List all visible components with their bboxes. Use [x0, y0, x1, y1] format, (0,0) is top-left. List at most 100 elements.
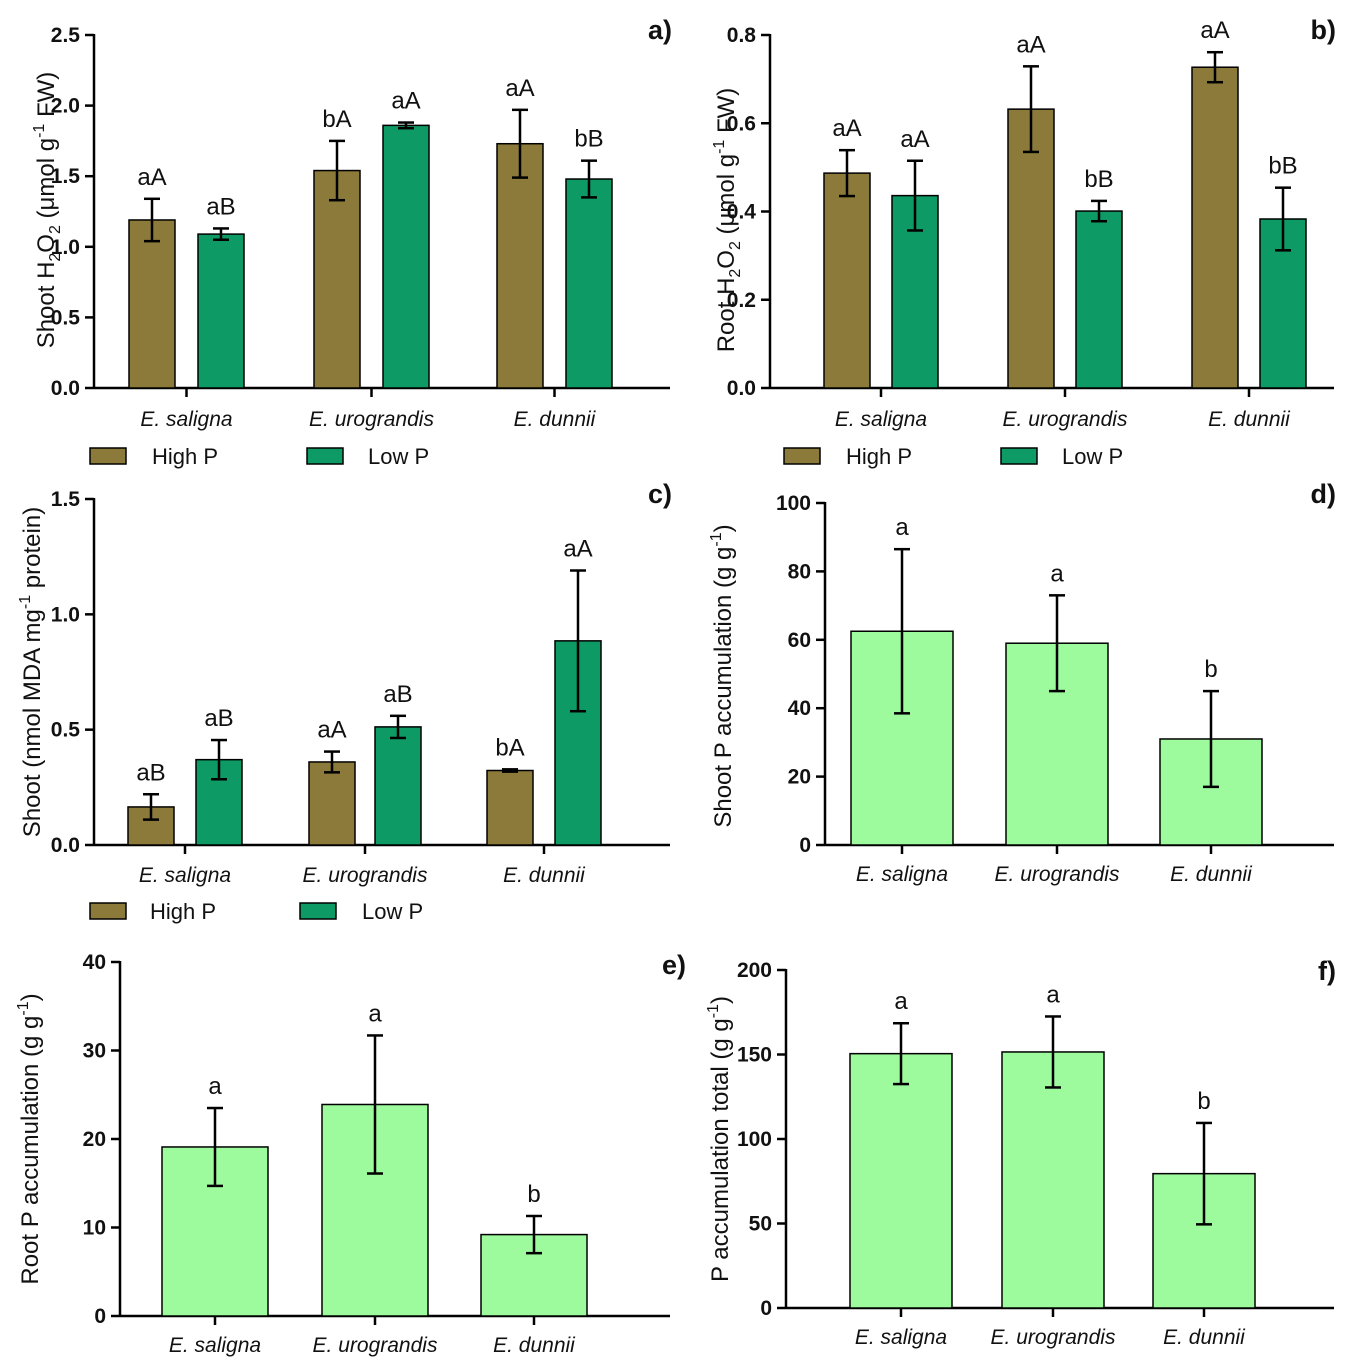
y-tick-label: 1.0 — [51, 603, 80, 626]
significance-label: aA — [1200, 17, 1229, 44]
x-tick-label: E. saligna — [140, 408, 232, 431]
significance-label: bA — [322, 106, 351, 133]
x-tick-label: E. saligna — [139, 864, 231, 887]
legend-swatch — [89, 447, 127, 465]
significance-label: bB — [1268, 153, 1297, 180]
y-axis-title: Shoot P accumulation (g g-1) — [708, 524, 737, 827]
y-axis-title: Shoot H2O2 (μmol g-1 FW) — [31, 72, 64, 349]
y-tick-label: 20 — [83, 1128, 106, 1151]
y-tick-label: 50 — [749, 1213, 772, 1236]
legend-label: High P — [846, 444, 912, 469]
significance-label: aA — [137, 164, 166, 191]
bar — [823, 172, 871, 389]
y-tick-label: 0.2 — [727, 289, 756, 312]
significance-label: b — [527, 1181, 540, 1208]
bar — [486, 769, 534, 846]
y-tick-label: 100 — [776, 492, 811, 515]
x-tick-label: E. saligna — [169, 1334, 261, 1357]
x-tick-label: E. dunnii — [1163, 1326, 1246, 1349]
legend-label: High P — [152, 444, 218, 469]
significance-label: a — [208, 1073, 222, 1100]
x-tick-label: E. urograndis — [991, 1326, 1116, 1349]
bar — [496, 142, 544, 389]
y-tick-label: 0.0 — [51, 834, 80, 857]
legend-swatch — [783, 447, 821, 465]
panel-label: a) — [648, 15, 672, 45]
significance-label: bB — [574, 126, 603, 153]
bar — [308, 761, 356, 846]
y-tick-label: 0.0 — [51, 377, 80, 400]
y-tick-label: 0.0 — [727, 377, 756, 400]
y-tick-label: 1.0 — [51, 236, 80, 259]
significance-label: aB — [204, 705, 233, 732]
legend-swatch — [1000, 447, 1038, 465]
significance-label: aA — [563, 536, 592, 563]
significance-label: bB — [1084, 166, 1113, 193]
y-tick-label: 0.8 — [727, 24, 757, 47]
panel-label: b) — [1311, 15, 1336, 45]
x-tick-label: E. saligna — [855, 1326, 947, 1349]
y-tick-label: 60 — [788, 629, 811, 652]
x-tick-label: E. dunnii — [493, 1334, 576, 1357]
x-tick-label: E. urograndis — [309, 408, 434, 431]
significance-label: aA — [317, 717, 346, 744]
legend-swatch — [89, 902, 127, 920]
y-tick-label: 100 — [737, 1128, 772, 1151]
panel-label: f) — [1318, 956, 1336, 986]
chart-panel-1: 0.0 0.5 1.0 1.5 2.0 2.5 E. saligna E. urograndi… — [31, 15, 672, 469]
x-tick-label: E. dunnii — [1170, 863, 1253, 886]
x-tick-label: E. saligna — [835, 408, 927, 431]
chart-panel-4: 0 20 40 60 80 100 E. saligna E. urograndis E. du… — [708, 479, 1336, 886]
bar — [849, 1052, 953, 1309]
legend-label: Low P — [1062, 444, 1123, 469]
legend-label: Low P — [362, 899, 423, 924]
panel-label: d) — [1311, 479, 1336, 509]
y-tick-label: 200 — [737, 959, 772, 982]
legend-label: High P — [150, 899, 216, 924]
significance-label: bA — [495, 734, 524, 761]
bar — [374, 726, 422, 846]
x-tick-label: E. dunnii — [514, 408, 597, 431]
y-tick-label: 0 — [94, 1305, 106, 1328]
y-tick-label: 30 — [83, 1040, 106, 1063]
chart-panel-2: 0.0 0.2 0.4 0.6 0.8 E. saligna E. urograndis E.… — [711, 15, 1336, 469]
significance-label: aA — [505, 75, 534, 102]
legend-swatch — [306, 447, 344, 465]
y-tick-label: 20 — [788, 766, 811, 789]
x-tick-label: E. saligna — [856, 863, 948, 886]
significance-label: a — [895, 514, 909, 541]
y-axis-title: Root H2O2 (μmol g-1 FW) — [711, 88, 744, 353]
significance-label: a — [1046, 981, 1060, 1008]
legend-swatch — [299, 902, 337, 920]
x-tick-label: E. dunnii — [1208, 408, 1291, 431]
y-axis-title: P accumulation total (g g-1) — [705, 996, 734, 1282]
y-axis-title: Shoot (nmol MDA mg-1 protein) — [17, 507, 46, 837]
bar — [313, 169, 361, 389]
significance-label: b — [1197, 1088, 1210, 1115]
significance-label: aA — [832, 115, 861, 142]
y-tick-label: 0.4 — [727, 201, 757, 224]
significance-label: a — [894, 988, 908, 1015]
y-tick-label: 1.5 — [51, 488, 81, 511]
y-tick-label: 0.5 — [51, 306, 81, 329]
significance-label: aA — [391, 88, 420, 115]
chart-panel-5: 0 10 20 30 40 E. saligna E. urograndis E. dunni… — [15, 950, 686, 1357]
significance-label: b — [1204, 656, 1217, 683]
x-tick-label: E. dunnii — [503, 864, 586, 887]
bar — [128, 219, 176, 389]
bar — [565, 178, 613, 389]
significance-label: aA — [1016, 31, 1045, 58]
chart-panel-6: 0 50 100 150 200 E. saligna E. urograndis E. du… — [705, 956, 1336, 1349]
significance-label: a — [1050, 560, 1064, 587]
panel-label: c) — [648, 479, 672, 509]
y-tick-label: 1.5 — [51, 165, 81, 188]
y-tick-label: 2.0 — [51, 95, 80, 118]
significance-label: aB — [206, 193, 235, 220]
bar — [1191, 66, 1239, 389]
y-tick-label: 150 — [737, 1044, 772, 1067]
y-tick-label: 40 — [83, 951, 106, 974]
bar — [1001, 1051, 1105, 1309]
y-tick-label: 40 — [788, 697, 811, 720]
x-tick-label: E. urograndis — [303, 864, 428, 887]
